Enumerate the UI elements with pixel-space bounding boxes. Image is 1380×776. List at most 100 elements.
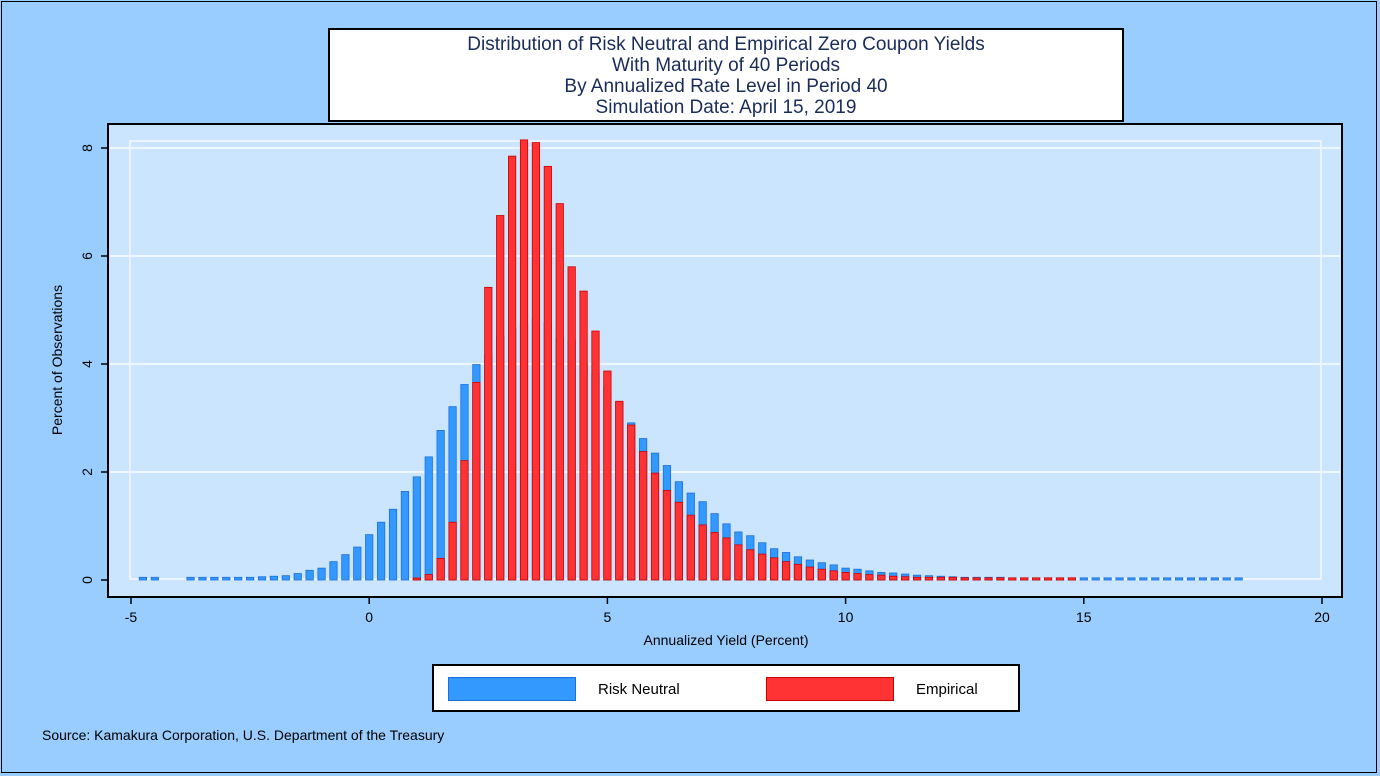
empirical-bar-17 xyxy=(615,400,624,581)
x-tick-label-3: 10 xyxy=(838,609,854,625)
empirical-bar-29 xyxy=(758,553,767,581)
legend-label-empirical: Empirical xyxy=(916,680,978,698)
empirical-bar-45 xyxy=(948,576,957,581)
x-tick-label-1: 0 xyxy=(365,609,373,625)
legend-item-risk-neutral: Risk Neutral xyxy=(448,676,680,702)
empirical-bars xyxy=(412,139,1076,581)
risk-neutral-bar-9 xyxy=(246,576,255,581)
x-tick-label-4: 15 xyxy=(1076,609,1092,625)
empirical-bar-34 xyxy=(817,568,826,581)
source-note: Source: Kamakura Corporation, U.S. Depar… xyxy=(42,727,445,743)
risk-neutral-bar-22 xyxy=(400,491,410,581)
empirical-bar-42 xyxy=(912,576,922,581)
empirical-bar-49 xyxy=(996,577,1005,581)
chart-title: Distribution of Risk Neutral and Empiric… xyxy=(328,28,1124,122)
risk-neutral-bar-80 xyxy=(1091,577,1100,581)
empirical-bar-15 xyxy=(591,330,600,581)
empirical-bar-3 xyxy=(448,521,457,581)
empirical-bar-18 xyxy=(627,424,636,581)
empirical-bar-44 xyxy=(936,576,945,581)
empirical-bar-31 xyxy=(781,561,791,581)
y-tick-label-0: 0 xyxy=(79,576,95,584)
risk-neutral-bar-91 xyxy=(1222,577,1231,581)
plot-area xyxy=(107,123,1343,598)
empirical-bar-53 xyxy=(1043,577,1053,581)
risk-neutral-bar-82 xyxy=(1115,577,1124,581)
risk-neutral-bar-20 xyxy=(377,521,386,581)
empirical-bar-26 xyxy=(722,537,731,581)
empirical-bar-33 xyxy=(805,566,814,581)
empirical-bar-5 xyxy=(472,381,481,581)
empirical-bar-37 xyxy=(853,573,862,581)
risk-neutral-bar-83 xyxy=(1127,577,1136,581)
risk-neutral-bar-79 xyxy=(1079,577,1088,581)
y-tick-label-1: 2 xyxy=(79,468,95,476)
y-tick-label-3: 6 xyxy=(79,252,95,260)
risk-neutral-bar-14 xyxy=(305,569,314,581)
risk-neutral-bar-92 xyxy=(1234,577,1243,581)
empirical-bar-25 xyxy=(710,532,719,581)
legend-item-empirical: Empirical xyxy=(766,676,978,702)
empirical-bar-55 xyxy=(1067,577,1076,581)
empirical-bar-46 xyxy=(960,577,969,581)
risk-neutral-bar-84 xyxy=(1139,577,1148,581)
risk-neutral-bar-19 xyxy=(365,534,374,581)
risk-neutral-bar-89 xyxy=(1198,577,1207,581)
empirical-bar-22 xyxy=(674,501,683,581)
empirical-bar-4 xyxy=(460,460,469,581)
empirical-bar-50 xyxy=(1008,577,1017,581)
empirical-bar-10 xyxy=(531,142,541,581)
x-axis: -5 0 5 10 15 20 xyxy=(108,596,1342,625)
empirical-bar-54 xyxy=(1055,577,1065,581)
empirical-bar-16 xyxy=(603,370,612,581)
empirical-bar-47 xyxy=(972,577,981,581)
y-axis-label: Percent of Observations xyxy=(49,284,65,436)
risk-neutral-bar-81 xyxy=(1103,577,1112,581)
empirical-bar-38 xyxy=(865,574,874,581)
risk-neutral-bar-21 xyxy=(388,508,398,581)
empirical-bar-14 xyxy=(579,290,588,581)
empirical-bar-48 xyxy=(984,577,993,581)
empirical-bar-11 xyxy=(543,165,552,581)
empirical-bar-1 xyxy=(424,574,433,581)
risk-neutral-bar-8 xyxy=(234,576,243,581)
empirical-bar-0 xyxy=(412,577,421,581)
empirical-bar-24 xyxy=(698,524,707,581)
y-tick-label-4: 8 xyxy=(79,144,95,152)
legend-swatch-empirical xyxy=(766,677,894,701)
x-tick-label-0: -5 xyxy=(125,609,138,625)
empirical-bar-23 xyxy=(686,514,695,581)
risk-neutral-bar-18 xyxy=(353,546,362,581)
risk-neutral-bar-86 xyxy=(1163,577,1172,581)
empirical-bar-28 xyxy=(746,549,755,581)
risk-neutral-bar-90 xyxy=(1210,577,1219,581)
empirical-bar-36 xyxy=(841,572,850,581)
empirical-bar-39 xyxy=(877,574,886,581)
risk-neutral-bar-0 xyxy=(138,576,148,581)
empirical-bar-51 xyxy=(1020,577,1029,581)
risk-neutral-bar-17 xyxy=(341,554,350,581)
empirical-bar-27 xyxy=(734,544,743,581)
risk-neutral-bar-23 xyxy=(412,476,421,581)
empirical-bar-35 xyxy=(829,570,838,581)
title-line-4: Simulation Date: April 15, 2019 xyxy=(595,97,857,118)
risk-neutral-bar-16 xyxy=(329,561,338,581)
empirical-bar-19 xyxy=(639,451,648,581)
risk-neutral-bar-1 xyxy=(150,576,159,581)
x-tick-label-2: 5 xyxy=(604,609,612,625)
title-line-3: By Annualized Rate Level in Period 40 xyxy=(564,76,888,97)
risk-neutral-bar-85 xyxy=(1151,577,1160,581)
risk-neutral-bar-24 xyxy=(424,456,433,581)
risk-neutral-bar-25 xyxy=(436,430,445,581)
empirical-bar-12 xyxy=(555,203,564,581)
y-axis: 0 2 4 6 8 xyxy=(79,124,109,597)
risk-neutral-bar-7 xyxy=(222,576,231,581)
risk-neutral-bar-13 xyxy=(293,573,302,581)
risk-neutral-bar-88 xyxy=(1186,577,1196,581)
grid-lines xyxy=(110,147,1340,473)
risk-neutral-bar-12 xyxy=(281,575,290,581)
x-axis-label: Annualized Yield (Percent) xyxy=(643,632,809,648)
legend-swatch-risk-neutral xyxy=(448,677,576,701)
